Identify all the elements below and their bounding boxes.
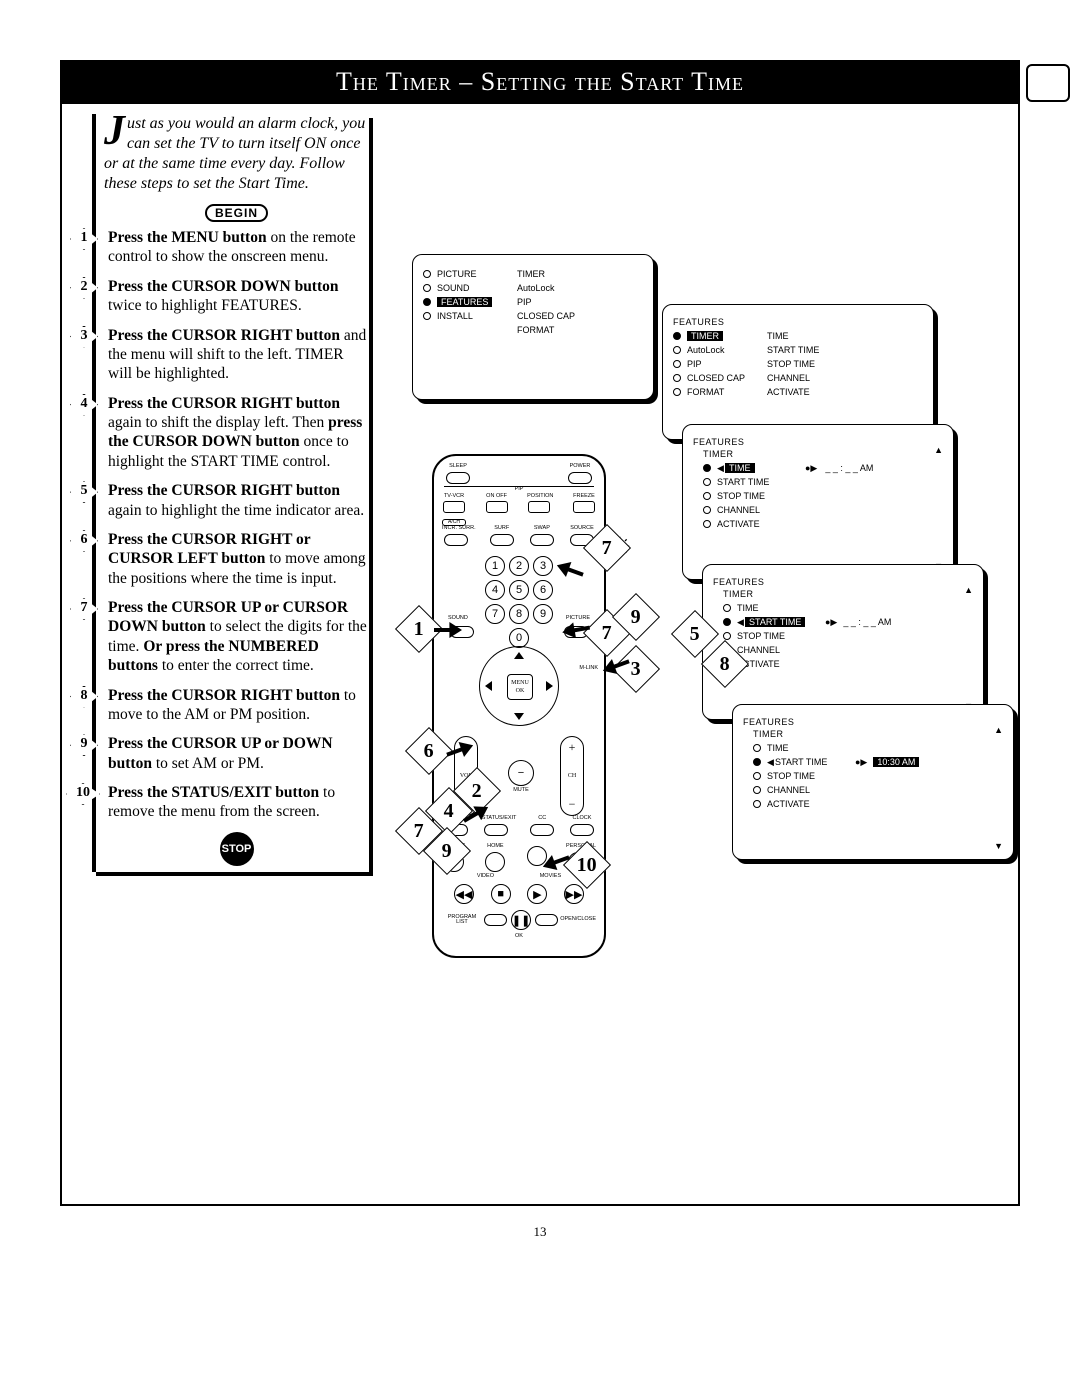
step-9: 9 Press the CURSOR UP or DOWN button to … — [104, 734, 369, 773]
intro-paragraph: J ust as you would an alarm clock, you c… — [104, 114, 369, 194]
page-header: The Timer – Setting the Start Time — [60, 60, 1020, 104]
step-number: 1 — [70, 228, 98, 250]
cursor-down-icon — [514, 713, 524, 720]
num-button: 3 — [533, 556, 553, 576]
step-number: 6 — [70, 530, 98, 552]
up-arrow-icon: ▲ — [934, 445, 943, 455]
tv-icon — [1026, 64, 1070, 102]
num-button: 5 — [509, 580, 529, 600]
menu-ok-button: MENUOK — [507, 674, 533, 700]
num-button: 2 — [509, 556, 529, 576]
intro-text: ust as you would an alarm clock, you can… — [104, 115, 365, 192]
step-number: 7 — [70, 598, 98, 620]
callout-3: 3 — [612, 645, 660, 693]
step-4: 4 Press the CURSOR RIGHT button again to… — [104, 394, 369, 472]
up-arrow-icon: ▲ — [964, 585, 973, 595]
down-arrow-icon: ▼ — [994, 841, 1003, 851]
dropcap: J — [104, 114, 125, 148]
num-button: 6 — [533, 580, 553, 600]
step-number: 3 — [70, 326, 98, 348]
instructions-column: J ust as you would an alarm clock, you c… — [92, 114, 369, 872]
ch-rocker: +CH− — [560, 736, 584, 816]
status-exit-button — [484, 824, 508, 836]
page-number: 13 — [60, 1224, 1020, 1240]
step-10: 10 Press the STATUS/EXIT button to remov… — [104, 783, 369, 822]
step-2: 2 Press the CURSOR DOWN button twice to … — [104, 277, 369, 316]
cursor-right-icon — [546, 681, 553, 691]
num-button: 4 — [485, 580, 505, 600]
num-button: 1 — [485, 556, 505, 576]
header-title: The Timer – Setting the Start Time — [336, 67, 744, 97]
cursor-up-icon — [514, 652, 524, 659]
step-1: 1 Press the MENU button on the remote co… — [104, 228, 369, 267]
rewind-button: ◀◀ — [454, 884, 474, 904]
num-button: 7 — [485, 604, 505, 624]
begin-badge: BEGIN — [104, 204, 369, 222]
manual-page: The Timer – Setting the Start Time J ust… — [0, 0, 1080, 1397]
num-button: 8 — [509, 604, 529, 624]
cursor-left-icon — [485, 681, 492, 691]
dpad: MENUOK — [479, 646, 559, 726]
step-number: 9 — [70, 734, 98, 756]
play-button: ▶ — [527, 884, 547, 904]
num-button: 9 — [533, 604, 553, 624]
step-6: 6 Press the CURSOR RIGHT or CURSOR LEFT … — [104, 530, 369, 588]
osd-timer-start-filled: FEATURES TIMER ▲ TIME ◀START TIME●▶10:30… — [732, 704, 1014, 860]
step-number: 5 — [70, 481, 98, 503]
step-number: 10 — [66, 783, 100, 805]
up-arrow-icon: ▲ — [994, 725, 1003, 735]
step-5: 5 Press the CURSOR RIGHT button again to… — [104, 481, 369, 520]
step-3: 3 Press the CURSOR RIGHT button and the … — [104, 326, 369, 384]
ff-button: ▶▶ — [564, 884, 584, 904]
num-button: 0 — [509, 628, 529, 648]
osd-timer-time: FEATURES TIMER ▲ ◀TIME●▶_ _ : _ _ AM STA… — [682, 424, 954, 580]
mute-button: − — [508, 760, 534, 786]
step-7: 7 Press the CURSOR UP or CURSOR DOWN but… — [104, 598, 369, 676]
power-button — [568, 472, 592, 484]
stop-badge: STOP — [104, 832, 369, 866]
sleep-button — [446, 472, 470, 484]
step-number: 2 — [70, 277, 98, 299]
osd-main-menu: PICTURETIMER SOUNDAutoLock FEATURESPIP I… — [412, 254, 654, 400]
tvvcr-button — [443, 501, 465, 513]
step-8: 8 Press the CURSOR RIGHT button to move … — [104, 686, 369, 725]
step-number: 4 — [70, 394, 98, 416]
stop-button: ■ — [491, 884, 511, 904]
step-number: 8 — [70, 686, 98, 708]
osd-timer-start-blank: FEATURES TIMER ▲ TIME ◀START TIME●▶_ _ :… — [702, 564, 984, 720]
content-frame: J ust as you would an alarm clock, you c… — [60, 104, 1020, 1206]
osd-features-menu: FEATURES TIMERTIME AutoLockSTART TIME PI… — [662, 304, 934, 440]
